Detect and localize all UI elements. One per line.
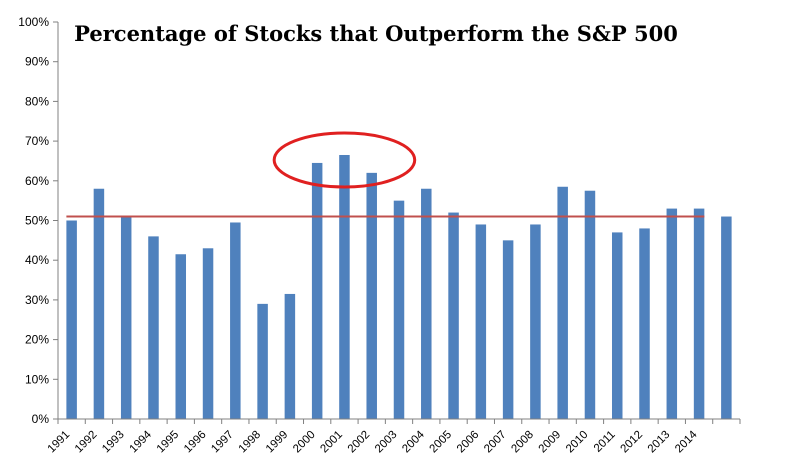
bar — [175, 254, 187, 419]
bar — [366, 172, 377, 419]
x-tick-label: 2008 — [509, 429, 536, 456]
bar — [584, 190, 596, 419]
bar — [202, 248, 214, 419]
x-tick-label: 2012 — [619, 429, 646, 456]
bar — [721, 216, 732, 419]
x-tick-label: 2014 — [673, 428, 700, 455]
bar — [666, 208, 678, 419]
y-tick-label: 30% — [25, 293, 49, 307]
bar — [421, 188, 432, 419]
y-tick-label: 90% — [25, 55, 49, 69]
bar — [393, 200, 405, 419]
x-tick-label: 1995 — [155, 429, 182, 456]
bar — [530, 224, 541, 419]
highlight-ellipse — [272, 131, 417, 189]
bar — [230, 222, 241, 419]
x-tick-label: 2003 — [373, 429, 400, 456]
bar — [284, 293, 296, 419]
x-tick-label: 1991 — [46, 429, 73, 456]
x-tick-label: 2011 — [592, 429, 618, 455]
x-tick-label: 2001 — [318, 429, 345, 456]
bar — [557, 186, 568, 419]
y-tick-label: 40% — [25, 253, 49, 267]
y-tick-label: 100% — [18, 15, 49, 29]
bar — [257, 303, 268, 419]
y-tick-label: 70% — [25, 134, 49, 148]
x-tick-label: 2002 — [346, 429, 373, 456]
bar — [148, 236, 159, 419]
y-tick-label: 50% — [25, 214, 49, 228]
x-tick-label: 2000 — [291, 429, 318, 456]
x-tick-label: 1994 — [127, 428, 154, 455]
bar — [611, 232, 623, 419]
x-tick-label: 1996 — [182, 429, 209, 456]
x-tick-label: 1993 — [100, 429, 127, 456]
bar — [93, 188, 105, 419]
y-tick-label: 60% — [25, 174, 49, 188]
bar — [311, 162, 323, 419]
y-axis-ticks: 0% 10% 20% 30% 40% 50% 60% 70% 80% 90% 100% — [18, 15, 58, 426]
x-tick-label: 2010 — [564, 429, 591, 456]
x-tick-label: 1999 — [264, 429, 291, 456]
x-tick-label: 1998 — [237, 429, 264, 456]
bars — [66, 154, 732, 419]
x-tick-label: 2009 — [537, 429, 564, 456]
x-tick-label: 2013 — [646, 429, 673, 456]
chart-title: Percentage of Stocks that Outperform the… — [74, 21, 678, 46]
x-tick-label: 1997 — [209, 429, 236, 456]
bar — [502, 240, 514, 419]
bar — [339, 154, 350, 419]
x-axis-ticks: 1991 1992 1993 1994 1995 1996 1997 1998 1999 2000… — [46, 419, 741, 456]
bar — [448, 212, 459, 419]
bar — [120, 216, 132, 419]
x-tick-label: 2006 — [455, 429, 482, 456]
x-tick-label: 2005 — [428, 429, 455, 456]
y-tick-label: 20% — [25, 333, 49, 347]
x-tick-label: 1992 — [73, 429, 100, 456]
bar — [66, 220, 77, 419]
y-tick-label: 10% — [25, 372, 49, 386]
bar — [475, 224, 487, 419]
bar — [639, 228, 650, 419]
bar — [693, 208, 705, 419]
y-tick-label: 80% — [25, 94, 49, 108]
y-tick-label: 0% — [32, 412, 50, 426]
x-tick-label: 2007 — [482, 429, 509, 456]
x-tick-label: 2004 — [400, 428, 427, 455]
